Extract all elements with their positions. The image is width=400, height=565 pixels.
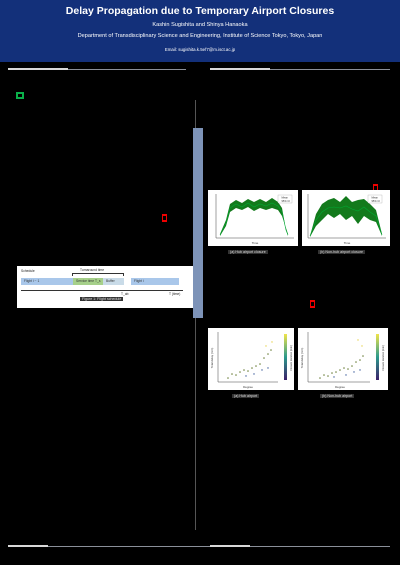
turnaround-label: Turnaround time xyxy=(80,268,105,272)
figure2-right-caption: (b) Non-hub airport closure xyxy=(318,250,365,254)
flight-schedule-diagram: Schedule Turnaround time Flight i − 1 Se… xyxy=(17,266,193,308)
figure2-left-xlabel: Time xyxy=(252,241,259,245)
figure3-right-ylabel: Total delay (min) xyxy=(300,348,304,369)
figure3-left-xlabel: Degree xyxy=(243,385,253,389)
affiliation: Department of Transdisciplinary Science … xyxy=(77,33,323,39)
figure3-right-plot: Degree Total delay (min) Closure duratio… xyxy=(298,328,388,390)
contact-email: Email: sugishita.k.5ef7@m.isct.ac.jp xyxy=(164,47,236,52)
right-section-tab xyxy=(210,68,270,70)
time-axis-label: T (time) xyxy=(169,292,181,296)
scatter-points xyxy=(227,341,273,379)
footer-tab-left xyxy=(8,545,48,547)
legend-ci: 95% CI xyxy=(371,199,380,203)
poster-header: Delay Propagation due to Temporary Airpo… xyxy=(0,0,400,62)
figure3-left-ylabel: Total delay (min) xyxy=(210,348,214,369)
left-section-tab xyxy=(8,68,68,70)
figure2-left-plot: Mean 95% CI Time xyxy=(208,190,298,246)
legend-mean: Mean xyxy=(372,196,379,200)
scatter-points xyxy=(319,339,364,379)
figure2-left-caption: (a) Hub airport closure xyxy=(228,250,268,254)
figure3-right-caption: (b) Non-hub airport xyxy=(320,394,355,398)
schedule-label: Schedule xyxy=(21,269,35,273)
left-section-rule xyxy=(8,69,186,70)
footer-rule xyxy=(8,546,390,547)
figure1-caption: Figure 1: Flight schedule xyxy=(80,297,124,301)
figure3-left-colorbar-label: Closure duration (min) xyxy=(289,345,293,371)
flight-prev-box: Flight i − 1 xyxy=(21,278,73,285)
t-ab-label: T_ab xyxy=(121,292,129,296)
poster-title: Delay Propagation due to Temporary Airpo… xyxy=(65,5,335,17)
author-list: Kashin Sugishita and Shinya Hanaoka xyxy=(152,22,248,28)
figure3-right-colorbar-label: Closure duration (min) xyxy=(381,345,385,371)
time-axis xyxy=(21,290,183,291)
figure3-left-caption: (a) Hub airport xyxy=(232,394,260,398)
legend-ci: 95% CI xyxy=(281,199,290,203)
footer-tab-right xyxy=(210,545,250,547)
buffer-box: Buffer xyxy=(103,278,124,285)
figure3-left-plot: Degree Total delay (min) Closure duratio… xyxy=(208,328,294,390)
red-marker-icon xyxy=(162,214,167,222)
figure2-right-plot: Mean 95% CI Time xyxy=(302,190,390,246)
column-scroll-bar[interactable] xyxy=(193,128,203,318)
right-section-rule xyxy=(210,69,390,70)
red-marker-icon xyxy=(373,184,378,192)
turnaround-bracket xyxy=(72,273,124,276)
section-marker-icon xyxy=(16,92,24,99)
figure3-right-xlabel: Degree xyxy=(335,385,345,389)
legend-mean: Mean xyxy=(282,196,289,200)
service-box: Service time T_s xyxy=(73,278,103,285)
flight-box: Flight i xyxy=(131,278,179,285)
red-marker-icon xyxy=(310,300,315,308)
figure2-right-xlabel: Time xyxy=(344,241,351,245)
